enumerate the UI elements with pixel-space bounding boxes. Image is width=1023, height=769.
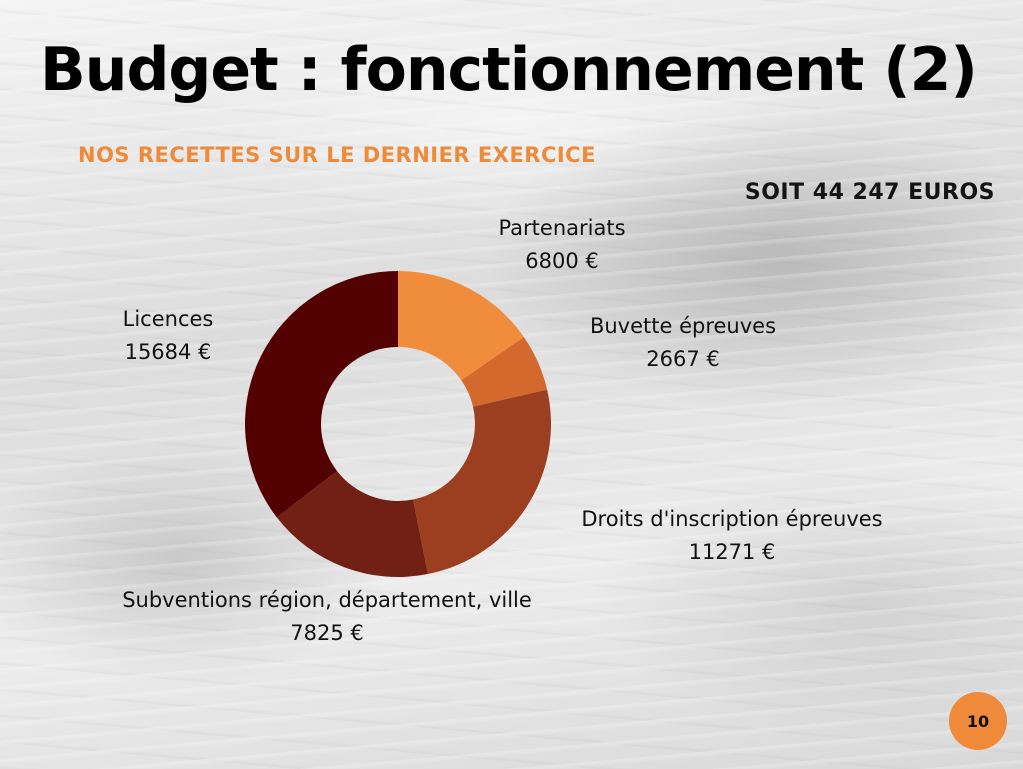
slice-label-value-2: 2667 €	[646, 347, 719, 371]
slice-labels: Partenariats 6800 € Buvette épreuves 2667 €…	[122, 216, 882, 645]
slide-subtitle: NOS RECETTES SUR LE DERNIER EXERCICE	[78, 143, 596, 167]
donut-slice-5	[245, 271, 398, 518]
page-number-badge: 10	[949, 692, 1007, 750]
total-amount: SOIT 44 247 EUROS	[744, 180, 995, 205]
slice-label-value-1: 6800 €	[525, 249, 598, 273]
slice-label-category-4: Subventions région, département, ville	[122, 588, 532, 612]
slice-label-category-3: Droits d'inscription épreuves	[581, 507, 882, 531]
donut-slice-1	[398, 271, 524, 381]
donut-slice-4	[276, 470, 428, 577]
slice-label-category-2: Buvette épreuves	[590, 314, 776, 338]
slice-label-value-3: 11271 €	[689, 540, 776, 564]
donut-slices	[245, 271, 551, 577]
slice-label-category-1: Partenariats	[498, 216, 625, 240]
slice-label-value-4: 7825 €	[290, 621, 363, 645]
slice-label-value-5: 15684 €	[125, 340, 212, 364]
slide-title: Budget : fonctionnement (2)	[40, 35, 978, 105]
slice-label-category-5: Licences	[123, 307, 214, 331]
donut-slice-3	[413, 389, 551, 575]
donut-slice-2	[461, 336, 548, 407]
